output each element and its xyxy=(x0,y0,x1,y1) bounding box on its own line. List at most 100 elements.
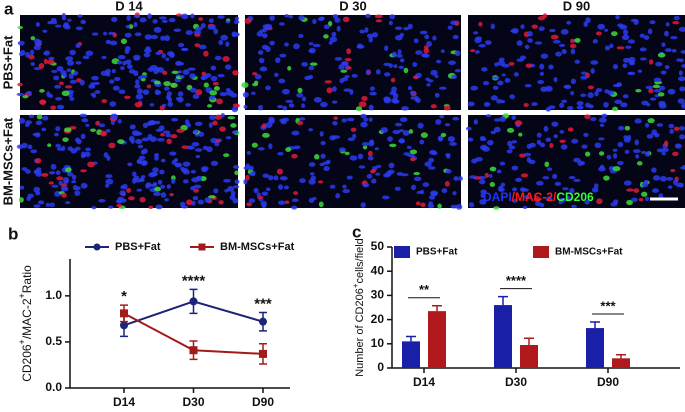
cell xyxy=(498,185,503,191)
cell xyxy=(309,172,315,176)
cell xyxy=(278,22,285,26)
cell xyxy=(116,60,123,65)
cell xyxy=(56,147,63,151)
cell xyxy=(506,127,515,133)
cell xyxy=(213,28,219,35)
cell xyxy=(117,119,122,124)
cell xyxy=(410,157,416,162)
cell xyxy=(308,47,316,54)
cell xyxy=(580,93,587,98)
cell xyxy=(63,180,69,184)
cell xyxy=(384,72,391,77)
cell xyxy=(651,167,657,173)
cell xyxy=(342,188,351,194)
cell xyxy=(546,167,553,171)
cell xyxy=(154,186,161,192)
cell xyxy=(599,123,605,127)
cell xyxy=(109,79,115,84)
cell xyxy=(180,201,186,208)
cell xyxy=(334,17,341,23)
y-axis-label: CD206+/MAC-2+Ratio xyxy=(17,265,34,382)
cell xyxy=(606,154,612,160)
cell xyxy=(82,55,90,60)
cell xyxy=(194,148,203,152)
cell xyxy=(534,41,543,45)
cell xyxy=(80,169,87,173)
cell xyxy=(375,172,381,176)
cell xyxy=(360,121,368,128)
cell xyxy=(225,20,231,24)
cell xyxy=(299,178,306,184)
cell xyxy=(291,153,298,159)
cell xyxy=(243,105,248,109)
cell xyxy=(66,60,74,66)
cell xyxy=(631,197,638,203)
cell xyxy=(512,187,518,192)
cell xyxy=(526,31,533,37)
cell xyxy=(539,71,544,76)
y-tick-label: 0.0 xyxy=(45,380,62,394)
cell xyxy=(56,104,65,110)
cell xyxy=(64,85,73,89)
cell xyxy=(224,189,229,193)
cell xyxy=(336,25,341,32)
cell xyxy=(612,63,619,70)
cell xyxy=(635,154,640,159)
cell xyxy=(597,23,605,30)
cell xyxy=(633,19,639,25)
cell xyxy=(268,175,274,181)
cell xyxy=(368,36,373,43)
cell xyxy=(297,87,303,94)
y-tick-label: 30 xyxy=(371,288,385,302)
cell xyxy=(284,14,289,18)
cell xyxy=(621,34,630,41)
cell xyxy=(268,118,275,125)
cell xyxy=(329,184,336,189)
cell xyxy=(308,128,314,132)
cell xyxy=(335,193,341,199)
cell xyxy=(181,47,188,52)
cell xyxy=(624,149,630,154)
cell xyxy=(308,197,315,203)
cell xyxy=(56,66,64,72)
cell xyxy=(207,104,213,108)
cell xyxy=(549,143,554,149)
cell xyxy=(368,140,375,147)
cell xyxy=(277,151,284,156)
cell xyxy=(35,158,42,164)
cell xyxy=(355,106,363,112)
cell xyxy=(80,133,86,140)
cell xyxy=(669,128,674,135)
cell xyxy=(344,151,350,156)
cell xyxy=(594,90,599,97)
cell xyxy=(587,92,594,99)
cell xyxy=(278,200,286,206)
cell xyxy=(641,182,649,188)
cell xyxy=(165,132,172,138)
cell xyxy=(511,140,518,144)
cell xyxy=(69,79,77,84)
cell xyxy=(644,151,651,157)
cell xyxy=(539,202,545,208)
cell xyxy=(269,40,275,46)
cell xyxy=(356,44,365,49)
cell xyxy=(320,141,326,146)
cell xyxy=(670,168,676,173)
cell xyxy=(176,13,183,17)
cell xyxy=(259,66,268,72)
cell xyxy=(225,41,230,47)
cell xyxy=(658,193,664,199)
cell xyxy=(622,63,628,69)
cell xyxy=(470,49,476,53)
cell xyxy=(95,120,101,126)
cell xyxy=(152,167,159,173)
cell xyxy=(612,106,618,112)
cell xyxy=(277,184,284,190)
cell xyxy=(365,69,370,75)
cell xyxy=(278,78,286,84)
cell xyxy=(367,156,374,161)
cell xyxy=(561,49,567,55)
cell xyxy=(508,145,516,150)
cell xyxy=(552,173,558,179)
cell xyxy=(91,32,99,36)
